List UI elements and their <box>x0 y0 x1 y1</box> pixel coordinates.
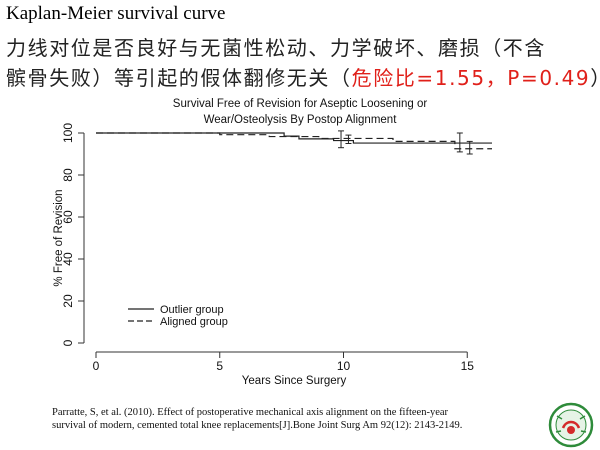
y-tick-label: 40 <box>61 252 75 266</box>
y-tick-label: 80 <box>61 168 75 182</box>
x-tick-label: 10 <box>337 359 351 373</box>
hazard-ratio-text: 危险比=1.55，P=0.49 <box>351 66 591 90</box>
series-line <box>96 132 492 150</box>
conclusion-line-2-text: 髌骨失败）等引起的假体翻修无关（ <box>6 66 352 90</box>
y-tick-label: 0 <box>61 339 75 346</box>
citation-line-2: survival of modern, cemented total knee … <box>52 420 463 431</box>
conclusion-line-1: 力线对位是否良好与无菌性松动、力学破坏、磨损（不含 <box>6 36 546 60</box>
y-tick-label: 60 <box>61 210 75 224</box>
legend-label: Aligned group <box>160 316 228 328</box>
series-line <box>96 132 492 144</box>
citation: Parratte, S, et al. (2010). Effect of po… <box>52 406 512 432</box>
chart-title-line-2: Wear/Osteolysis By Postop Alignment <box>203 114 397 126</box>
x-tick-label: 5 <box>216 359 223 373</box>
conclusion-line-2: 髌骨失败）等引起的假体翻修无关（危险比=1.55，P=0.49） <box>6 62 600 91</box>
y-tick-label: 20 <box>61 294 75 308</box>
citation-line-1: Parratte, S, et al. (2010). Effect of po… <box>52 407 449 418</box>
chart-title-line-1: Survival Free of Revision for Aseptic Lo… <box>172 98 428 110</box>
x-tick-label: 15 <box>461 359 475 373</box>
conclusion-line-2-end: ） <box>590 66 600 90</box>
y-axis-label: % Free of Revision <box>53 189 65 286</box>
legend-label: Outlier group <box>160 304 224 316</box>
slide-title: Kaplan-Meier survival curve <box>6 3 226 24</box>
hospital-logo-icon <box>548 402 594 448</box>
x-axis-label: Years Since Surgery <box>242 375 347 387</box>
x-tick-label: 0 <box>93 359 100 373</box>
y-tick-label: 100 <box>61 123 75 143</box>
